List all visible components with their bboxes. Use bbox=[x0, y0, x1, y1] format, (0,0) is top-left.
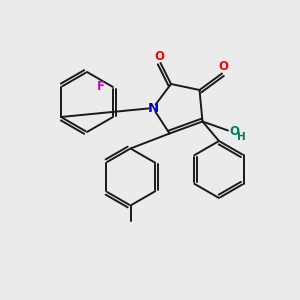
Text: N: N bbox=[147, 101, 159, 115]
Text: O: O bbox=[154, 50, 164, 63]
Text: H: H bbox=[237, 132, 246, 142]
Text: O: O bbox=[230, 125, 239, 139]
Text: O: O bbox=[218, 60, 229, 74]
Text: F: F bbox=[97, 80, 105, 93]
